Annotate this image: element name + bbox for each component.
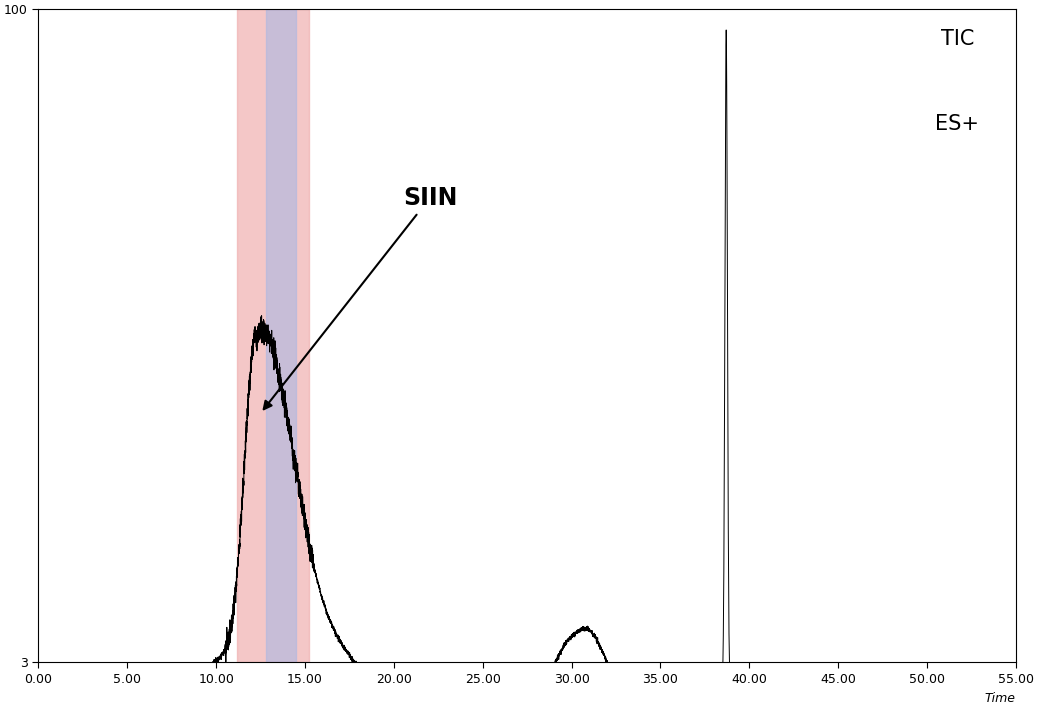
Text: TIC: TIC — [940, 29, 974, 49]
Text: ES+: ES+ — [935, 113, 979, 134]
Text: Time: Time — [985, 692, 1016, 704]
Bar — [266, 9, 296, 662]
Bar — [238, 9, 308, 662]
Text: SIIN: SIIN — [264, 186, 457, 409]
